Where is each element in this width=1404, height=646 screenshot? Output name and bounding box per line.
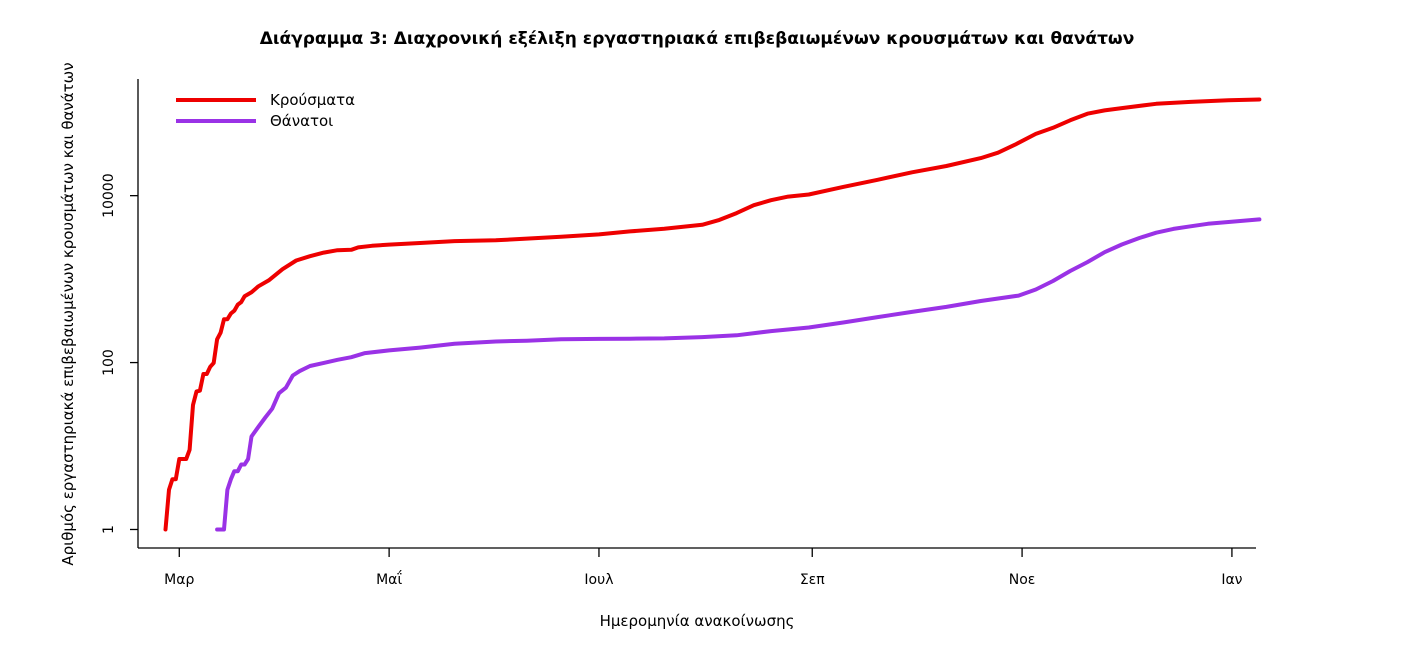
- axes: [137, 79, 1256, 549]
- y-ticks: 1 100 10000: [101, 173, 138, 534]
- legend-label-cases: Κρούσματα: [270, 91, 355, 109]
- x-axis-label: Ημερομηνία ανακοίνωσης: [600, 612, 795, 630]
- y-tick-label: 1: [101, 525, 117, 534]
- x-tick-label: Νοε: [1009, 572, 1036, 588]
- x-tick-label: Μαΐ: [376, 570, 402, 588]
- series-layer: [163, 97, 1262, 532]
- y-tick-label: 10000: [101, 173, 117, 218]
- y-axis-label: Αριθμός εργαστηριακά επιβεβαιωμένων κρου…: [59, 62, 77, 565]
- x-ticks: Μαρ Μαΐ Ιουλ Σεπ Νοε Ιαν: [164, 548, 1243, 588]
- chart-title: Διάγραμμα 3: Διαχρονική εξέλιξη εργαστηρ…: [260, 29, 1135, 49]
- legend-label-deaths: Θάνατοι: [270, 112, 333, 130]
- series-line-cases: [163, 97, 1262, 532]
- legend: Κρούσματα Θάνατοι: [176, 91, 355, 130]
- x-tick-label: Μαρ: [164, 572, 194, 588]
- x-tick-label: Ιουλ: [584, 572, 613, 588]
- series-line-deaths: [215, 217, 1262, 532]
- y-tick-label: 100: [101, 349, 117, 376]
- x-tick-label: Ιαν: [1221, 572, 1242, 588]
- x-tick-label: Σεπ: [800, 572, 825, 588]
